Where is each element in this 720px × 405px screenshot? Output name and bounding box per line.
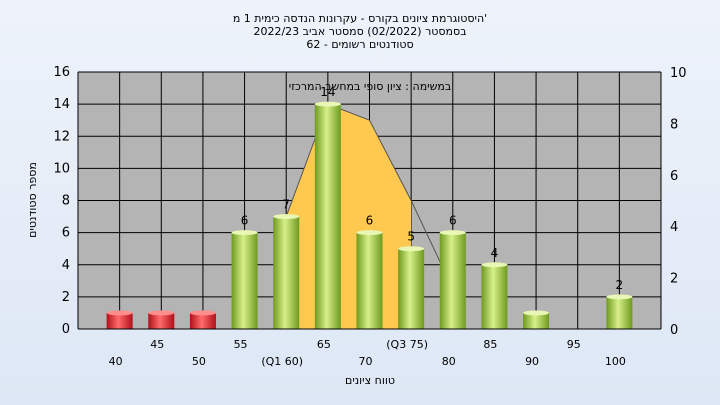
y2-tick-label: 10 [670,66,687,81]
x-axis-label: טווח ציונים [345,374,395,387]
data-label-7: 5 [407,230,415,244]
bar-cap-5 [314,101,341,107]
data-label-3: 6 [241,214,249,228]
plot-annotation: במשימה : ציון סופי במחשב המרכזי [289,80,452,93]
chart-title-line-1: היסטוגרמת ציונים בקורס - עקרונות הנדסה כ… [233,12,487,25]
y2-tick-label: 4 [670,220,678,235]
data-label-8: 6 [449,214,457,228]
x-tick-label: 40 [109,355,123,368]
y-tick-label: 4 [62,258,70,273]
x-axis-ticks: 40 45 50 55 (Q1 60) 65 70 (Q3 75) 80 85 90 95 100 [109,338,626,368]
y2-axis-ticks: 0 2 4 6 8 10 [670,66,687,338]
y-axis-label: מספר סטודנטים [26,162,39,238]
x-tick-label: 70 [359,355,373,368]
x-tick-label: 95 [567,338,581,351]
x-tick-label: (Q3 75) [386,338,428,351]
bar-12 [606,296,633,329]
bar-8 [439,232,466,329]
bar-cap-1 [148,310,175,316]
y-axis-ticks: 0 2 4 6 8 10 12 14 16 [53,65,70,337]
bar-6 [356,232,383,329]
bar-cap-6 [356,230,383,236]
data-label-12: 2 [616,278,624,292]
bar-4 [273,216,300,329]
bar-0 [106,312,133,329]
x-tick-label: 65 [317,338,331,351]
data-label-5: 14 [320,85,335,99]
bar-7 [398,248,425,329]
data-label-6: 6 [366,214,374,228]
bar-cap-2 [189,310,216,316]
y-tick-label: 14 [53,97,70,112]
x-tick-label: 85 [483,338,497,351]
bar-cap-3 [231,230,258,236]
bar-5 [314,104,341,329]
bars [106,101,633,329]
data-label-9: 4 [491,246,499,260]
x-tick-label: (Q1 60) [261,355,303,368]
y2-tick-label: 8 [670,117,678,132]
x-tick-label: 100 [605,355,626,368]
x-tick-label: 55 [234,338,248,351]
bar-10 [523,312,550,329]
data-labels: 6 7 14 6 5 6 4 2 [241,85,623,292]
bar-9 [481,264,508,329]
bar-2 [189,312,216,329]
bar-cap-4 [273,214,300,220]
chart-title-line-3: סטודנטים רשומים - 62 [306,38,413,51]
y-tick-label: 0 [62,322,70,337]
data-label-4: 7 [282,198,290,212]
y-tick-label: 16 [53,65,70,80]
bar-cap-12 [606,294,633,300]
x-tick-label: 90 [525,355,539,368]
bar-cap-0 [106,310,133,316]
bar-cap-8 [439,230,466,236]
bar-cap-9 [481,262,508,268]
y2-tick-label: 6 [670,169,678,184]
y-tick-label: 2 [62,290,70,305]
y-tick-label: 8 [62,194,70,209]
x-tick-label: 50 [192,355,206,368]
bar-3 [231,232,258,329]
y-tick-label: 12 [53,129,70,144]
y-tick-label: 10 [53,161,70,176]
chart-title-line-2: בסמסטר (02/2022) סמסטר אביב 2022/23 [253,25,466,38]
y2-tick-label: 2 [670,272,678,287]
x-tick-label: 45 [150,338,164,351]
bar-cap-10 [523,310,550,316]
axes [77,72,662,330]
bar-1 [148,312,175,329]
y-tick-label: 6 [62,226,70,241]
y2-tick-label: 0 [670,323,678,338]
x-tick-label: 80 [442,355,456,368]
bar-cap-7 [398,246,425,252]
